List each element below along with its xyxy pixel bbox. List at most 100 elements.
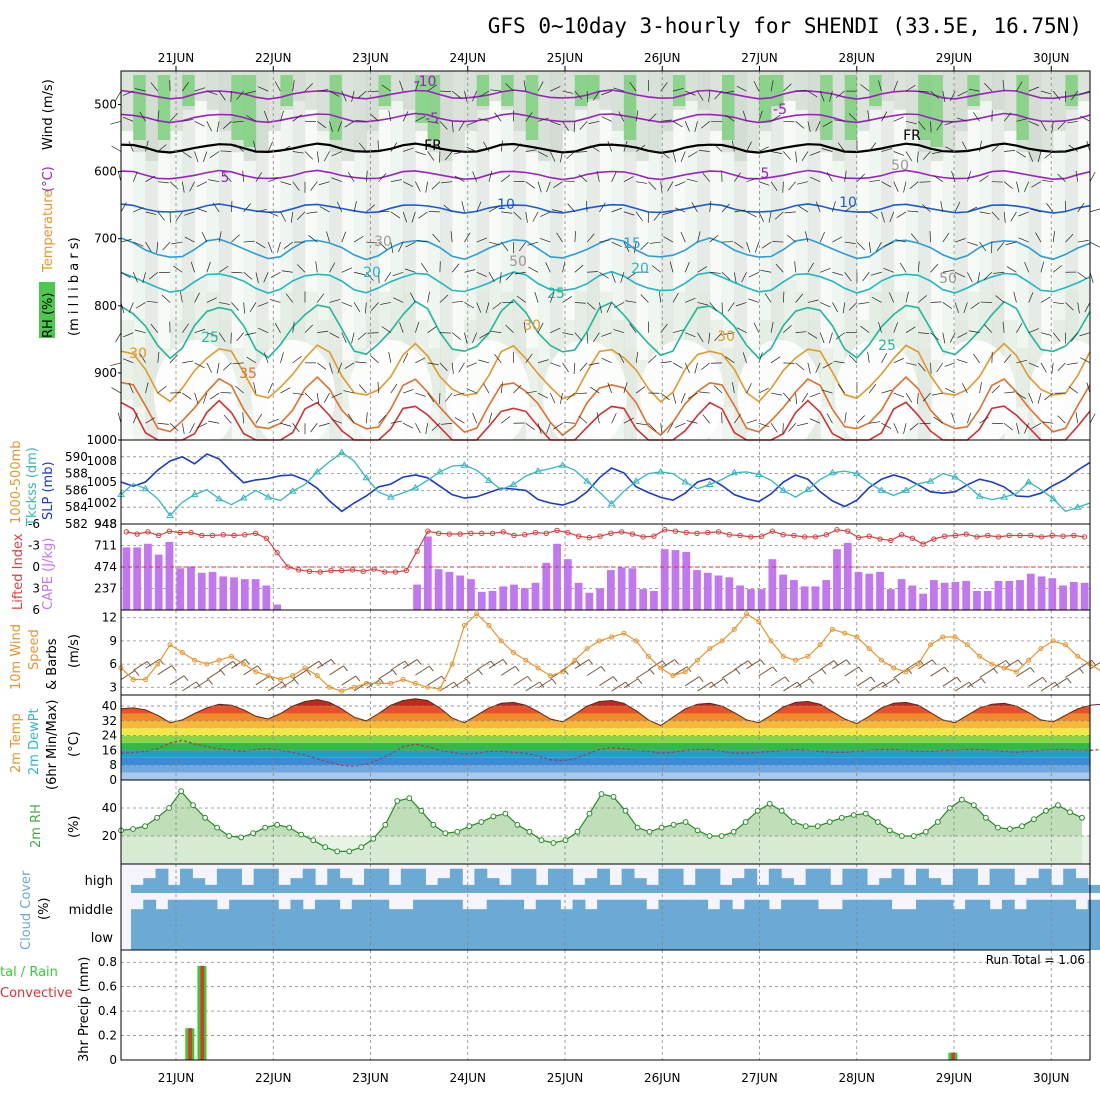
cloud-bar [842,868,856,893]
wind-barb-flag [1042,677,1048,683]
wind-barb [968,330,980,333]
wind-barb [257,327,269,333]
cloud-bar [1038,899,1052,920]
wind-barb [973,112,980,122]
wind-barb [942,91,946,102]
rh-green-patch [967,75,981,107]
wind-barb-flag [514,665,520,672]
thickness-marker [141,484,150,492]
lifted-index-point [629,531,636,537]
wind-barb-10m [500,665,516,676]
cloud-bar [1038,920,1052,950]
wind-barb [263,272,269,283]
wind-speed-point [1026,657,1032,663]
wind-barb [893,151,905,156]
wind-barb [635,386,646,394]
wind-barb [1065,233,1074,243]
wind-barb [1035,232,1042,243]
rh-point [934,819,941,825]
wind-barb [903,181,907,193]
wind-barb [347,172,355,182]
cloud-bar [388,909,402,920]
wind-barb [1089,171,1096,182]
wind-barb [660,323,668,333]
wind-barb [922,151,931,160]
rh-green-patch [587,75,600,99]
wind-barb [660,392,670,401]
wind-barb [918,295,927,303]
rh-shade-column [942,71,956,440]
rh-green-patch [329,75,343,140]
wind-barb [606,302,612,313]
wind-barb [190,261,195,273]
rh-shade-upper [660,71,674,131]
cloud-bar [535,899,549,920]
wind-barb [837,142,845,152]
wind-barb [222,121,232,129]
wind-barb-10m [574,659,590,669]
rh-point [995,824,1001,831]
wind-barb [954,201,961,213]
rh-green-patch [844,75,858,140]
wind-barb [848,354,858,364]
thickness-marker [656,467,665,475]
lifted-index-point [791,532,797,539]
wind-barb [875,241,882,252]
wind-barb [1086,140,1091,152]
wind-barb [905,85,916,92]
cloud-bar [241,884,255,893]
cloud-bar [744,920,758,950]
rh-shade-upper [145,71,159,161]
wind-barb [956,117,968,122]
wind-barb [893,116,904,122]
thickness-marker [288,487,297,494]
cloud-bar [216,909,230,920]
wind-barb [534,291,539,303]
rh-shade-lower [133,348,147,408]
wind-barb [268,211,279,217]
wind-barb [201,232,208,243]
wind-barb-10m [378,669,393,680]
wind-barb [318,422,330,427]
wind-barb [132,272,138,283]
wind-speed-point [768,638,774,644]
wind-barb [942,302,953,309]
cloud-bar [1014,920,1028,950]
rh-point [238,834,245,841]
wind-barb [573,121,576,133]
cloud-bar [180,920,193,950]
wind-barb [672,151,677,163]
wind-barb [1068,386,1078,394]
wind-speed-point [780,653,786,659]
wind-barb-10m [427,675,442,686]
rh-green-patch [378,75,392,107]
wind-barb [404,268,416,273]
cloud-bar [241,899,255,920]
wind-barb-flag [355,675,361,682]
wind-barb [1052,231,1055,243]
wind-barb [546,181,551,193]
lifted-index-line [126,529,1085,573]
cape-bar [779,574,788,610]
wind-barb [194,362,205,369]
wind-barb [296,211,306,220]
wind-barb-10m [415,665,430,676]
wind-barb [444,392,453,402]
precip-tick-label: 0.2 [98,1029,117,1043]
wind-barb [390,142,398,152]
rh-shade-column [133,71,147,440]
wind-barb [1086,382,1091,394]
rh-point [250,830,257,837]
wind-barb [292,321,295,333]
rh-point [910,833,917,839]
wind-barb [896,211,907,219]
wind-barb [687,151,698,158]
wind-barb [537,181,542,193]
rh-shade-upper [881,71,895,101]
wind-barb-10m [746,659,761,670]
wind-barb-flag [441,675,447,682]
wind-barb [1066,120,1078,124]
lifted-index-point [328,567,334,574]
wind-barb [128,302,134,313]
rh-green-patch [525,75,539,140]
